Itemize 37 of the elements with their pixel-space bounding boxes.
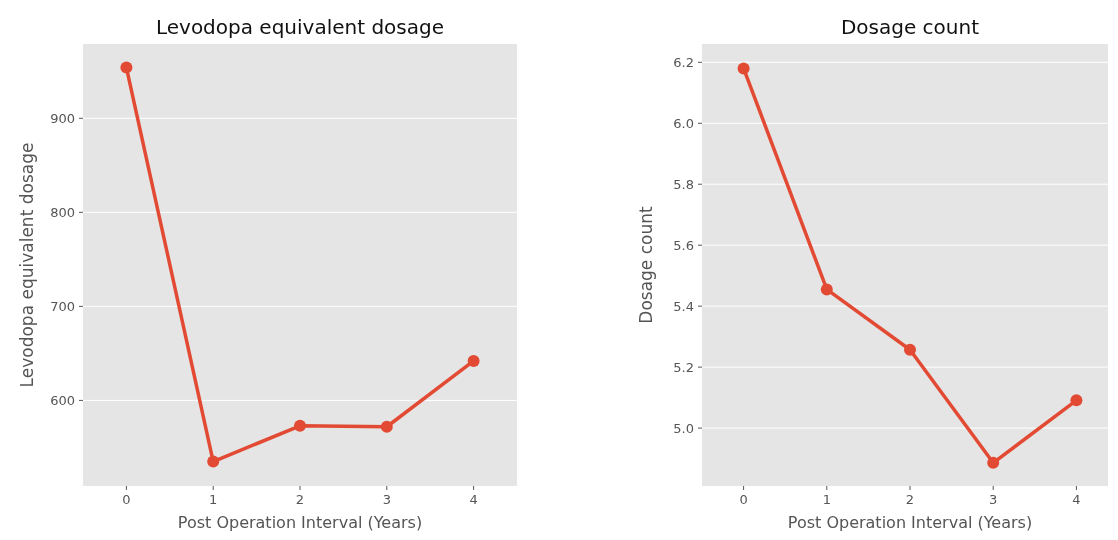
y-tick-label: 5.6 — [673, 237, 694, 253]
y-tick-label: 5.4 — [673, 298, 694, 314]
x-tick-label: 1 — [822, 492, 831, 507]
point — [380, 420, 393, 433]
y-tick-label: 6.0 — [673, 115, 694, 131]
chart-title: Levodopa equivalent dosage — [155, 15, 445, 39]
y-tick-label: 5.8 — [673, 176, 694, 192]
chart-title: Dosage count — [840, 15, 980, 39]
y-tick-label: 6.2 — [673, 54, 694, 70]
x-tick-label: 4 — [1072, 492, 1081, 507]
point — [467, 354, 480, 367]
x-tick-label: 3 — [989, 492, 998, 507]
x-tick-label: 1 — [209, 492, 218, 507]
x-tick-label: 0 — [122, 492, 131, 507]
x-axis-title: Post Operation Interval (Years) — [787, 513, 1033, 532]
x-tick-label: 3 — [382, 492, 391, 507]
point — [904, 343, 916, 356]
point — [294, 419, 306, 432]
y-tick-label: 800 — [50, 204, 75, 220]
y-tick-label: 5.2 — [673, 359, 694, 375]
x-axis-title: Post Operation Interval (Years) — [177, 513, 423, 532]
x-tick-label: 2 — [295, 492, 305, 507]
point — [737, 62, 750, 75]
point — [1070, 394, 1083, 407]
x-tick-label: 2 — [905, 492, 915, 507]
y-tick-label: 900 — [50, 110, 75, 126]
point — [207, 455, 220, 468]
x-tick-label: 0 — [739, 492, 748, 507]
x-tick-label: 4 — [469, 492, 478, 507]
point — [987, 456, 1000, 469]
y-tick-label: 600 — [50, 392, 75, 408]
point — [820, 283, 833, 296]
y-axis-title: Dosage count — [636, 205, 656, 324]
y-axis-title: Levodopa equivalent dosage — [17, 142, 37, 388]
y-tick-label: 700 — [50, 298, 75, 314]
point — [120, 61, 133, 74]
y-tick-label: 5.0 — [673, 420, 694, 436]
